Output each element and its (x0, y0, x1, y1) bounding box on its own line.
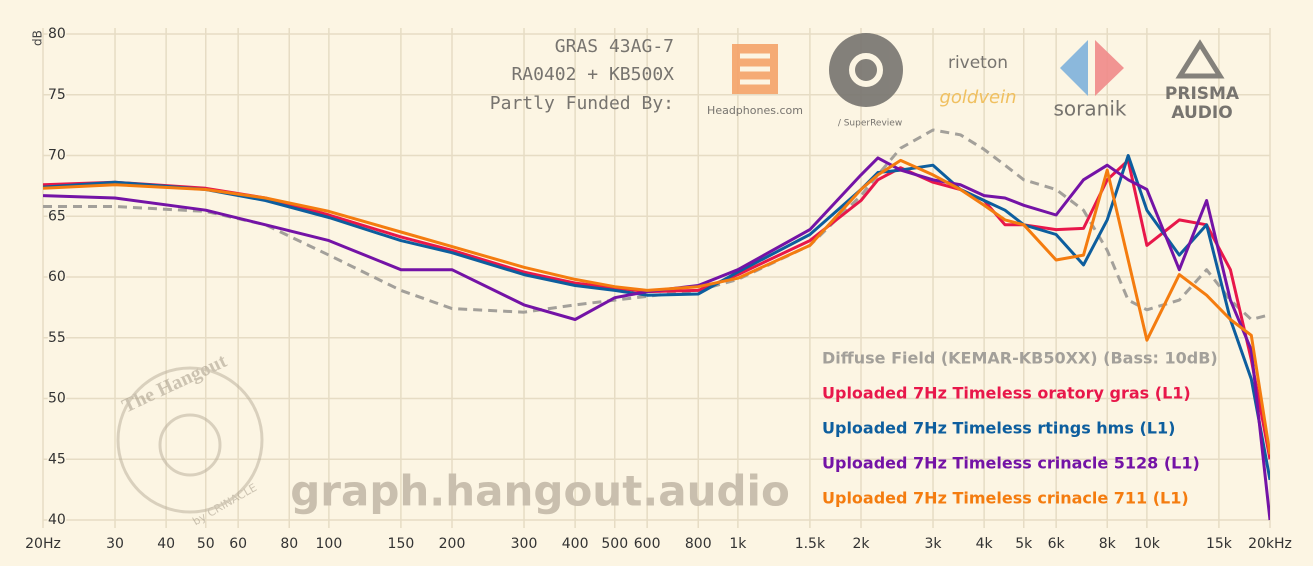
logo-soranik (1095, 40, 1124, 96)
x-tick-label: 20Hz (25, 536, 61, 552)
x-tick-label: 3k (925, 536, 943, 552)
y-tick-label: 60 (48, 269, 66, 285)
x-tick-label: 600 (634, 536, 661, 552)
x-tick-label: 150 (388, 536, 415, 552)
legend-entry: Diffuse Field (KEMAR-KB50XX) (Bass: 10dB… (822, 349, 1218, 368)
y-tick-label: 45 (48, 451, 66, 467)
x-tick-label: 50 (197, 536, 215, 552)
sponsor-text: PRISMA (1165, 84, 1240, 104)
title-line: RA0402 + KB500X (511, 64, 674, 85)
x-tick-label: 20kHz (1248, 536, 1292, 552)
x-tick-label: 8k (1099, 536, 1117, 552)
y-tick-label: 65 (48, 208, 66, 224)
sponsor-text: goldvein (939, 87, 1016, 108)
y-tick-label: 50 (48, 391, 66, 407)
x-tick-label: 5k (1015, 536, 1033, 552)
x-tick-label: 10k (1134, 536, 1161, 552)
legend-entry: Uploaded 7Hz Timeless rtings hms (L1) (822, 419, 1175, 438)
x-tick-label: 2k (852, 536, 870, 552)
y-axis-label: dB (31, 30, 45, 46)
y-tick-label: 80 (48, 26, 66, 42)
x-tick-label: 800 (685, 536, 712, 552)
x-tick-label: 300 (511, 536, 538, 552)
x-tick-label: 4k (976, 536, 994, 552)
watermark: graph.hangout.audio (290, 467, 790, 516)
x-tick-label: 15k (1206, 536, 1233, 552)
x-tick-label: 1k (729, 536, 747, 552)
frequency-curve (43, 154, 1270, 481)
x-tick-label: 500 (601, 536, 628, 552)
badge-face (158, 413, 222, 477)
y-tick-label: 70 (48, 148, 66, 164)
x-tick-label: 30 (106, 536, 124, 552)
sponsor-text: riveton (948, 53, 1008, 73)
logo-prisma (1175, 39, 1225, 79)
sponsor-logos (732, 33, 1225, 107)
frequency-curve (43, 128, 1270, 321)
logo-mark (740, 53, 770, 85)
legend-entry: Uploaded 7Hz Timeless crinacle 5128 (L1) (822, 454, 1200, 473)
frequency-curve (43, 158, 1270, 460)
logo-superreview (829, 33, 903, 107)
title-line: Partly Funded By: (490, 93, 674, 114)
logo-soranik (1060, 40, 1088, 96)
logo-mark (849, 53, 883, 87)
x-tick-label: 100 (316, 536, 343, 552)
labels: 40 45 50 55 60 65 70 75 80 20Hz 30 40 50 60 80 100 150 20… (25, 25, 1292, 553)
x-tick-label: 60 (229, 536, 247, 552)
sponsor-text: AUDIO (1171, 103, 1232, 123)
legend-entry: Uploaded 7Hz Timeless crinacle 711 (L1) (822, 489, 1189, 508)
title-line: GRAS 43AG-7 (555, 36, 674, 57)
sponsor-text: Headphones.com (707, 104, 803, 117)
y-tick-label: 55 (48, 330, 66, 346)
sponsor-text: soranik (1054, 97, 1127, 121)
y-tick-label: 40 (48, 512, 66, 528)
x-tick-label: 40 (157, 536, 175, 552)
frequency-curve (43, 156, 1270, 521)
x-tick-label: 6k (1048, 536, 1066, 552)
legend-entry: Uploaded 7Hz Timeless oratory gras (L1) (822, 384, 1191, 403)
x-tick-label: 400 (562, 536, 589, 552)
x-tick-label: 200 (439, 536, 466, 552)
x-tick-label: 1.5k (795, 536, 826, 552)
curves (43, 128, 1270, 521)
sponsor-text: / SuperReview (838, 119, 902, 129)
x-tick-label: 80 (280, 536, 298, 552)
badge-ring (116, 366, 264, 514)
frequency-curve (43, 158, 1270, 455)
y-tick-label: 75 (48, 87, 66, 103)
